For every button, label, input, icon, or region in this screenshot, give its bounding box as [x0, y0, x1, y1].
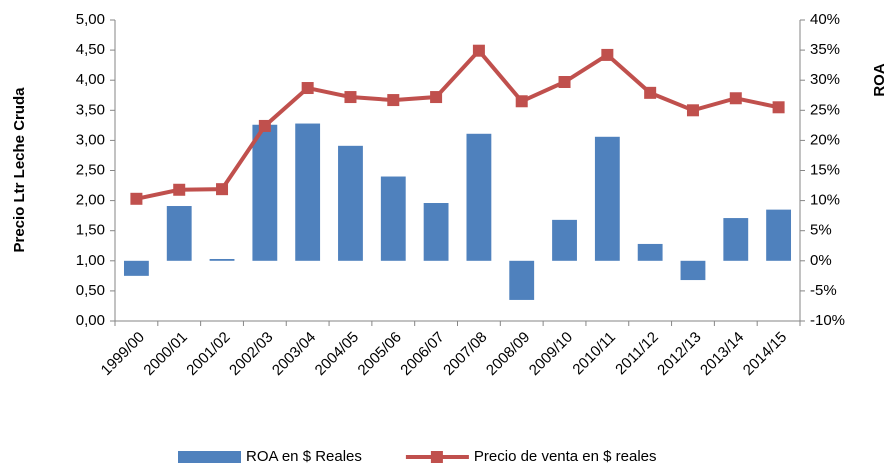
marker — [216, 183, 229, 196]
y-tick-label: 3,50 — [76, 101, 105, 118]
y2-axis-title: ROA — [871, 63, 888, 97]
legend-swatch — [430, 451, 443, 463]
bar — [166, 206, 192, 261]
y2-tick-label: 15% — [810, 161, 840, 178]
bar — [209, 258, 235, 261]
bar — [680, 260, 706, 281]
y2-tick-label: -5% — [810, 282, 837, 299]
y2-tick-label: 25% — [810, 101, 840, 118]
x-tick-label: 2001/02 — [183, 329, 233, 379]
legend-label: Precio de venta en $ reales — [474, 448, 657, 465]
bar — [380, 176, 406, 261]
y-tick-label: 4,00 — [76, 71, 105, 88]
bar — [637, 243, 663, 261]
marker — [686, 104, 699, 117]
bar — [594, 136, 620, 261]
y2-tick-label: -10% — [810, 312, 845, 329]
x-tick-label: 2000/01 — [140, 329, 190, 379]
bar — [466, 133, 492, 261]
bar — [338, 145, 363, 261]
y-tick-label: 4,50 — [76, 41, 105, 58]
marker — [387, 94, 400, 107]
x-tick-label: 2004/05 — [312, 329, 362, 379]
marker — [644, 86, 657, 99]
y-tick-label: 3,00 — [76, 131, 105, 148]
marker — [344, 91, 357, 104]
bar — [123, 260, 149, 276]
bar — [295, 123, 321, 261]
x-tick-label: 2012/13 — [654, 329, 704, 379]
marker — [130, 192, 143, 205]
x-tick-label: 2007/08 — [440, 329, 490, 379]
bar — [723, 218, 749, 261]
y-tick-label: 1,00 — [76, 252, 105, 269]
y-tick-label: 1,50 — [76, 222, 105, 239]
marker — [472, 44, 485, 57]
marker — [430, 91, 443, 104]
y2-tick-label: 40% — [810, 11, 840, 28]
x-tick-label: 2003/04 — [269, 329, 319, 379]
bar — [552, 219, 577, 261]
y-tick-label: 2,50 — [76, 161, 105, 178]
x-tick-label: 2013/14 — [697, 329, 747, 379]
bar — [252, 124, 278, 261]
marker — [729, 92, 742, 105]
marker — [173, 183, 186, 196]
y2-tick-label: 5% — [810, 222, 832, 239]
marker — [258, 119, 271, 132]
y2-tick-label: 30% — [810, 71, 840, 88]
x-tick-label: 1999/00 — [98, 329, 148, 379]
marker — [558, 76, 571, 89]
legend-swatch — [178, 451, 241, 463]
y-axis-title: Precio Ltr Leche Cruda — [11, 87, 28, 253]
bar — [509, 260, 535, 300]
x-tick-label: 2011/12 — [612, 329, 662, 379]
bar — [423, 203, 449, 261]
y-tick-label: 0,00 — [76, 312, 105, 329]
y2-tick-label: 10% — [810, 192, 840, 209]
legend-label: ROA en $ Reales — [246, 448, 362, 465]
marker — [515, 95, 528, 108]
x-tick-label: 2010/11 — [569, 329, 619, 379]
y-tick-label: 2,00 — [76, 192, 105, 209]
marker — [772, 101, 785, 114]
y2-tick-label: 20% — [810, 131, 840, 148]
x-tick-label: 2005/06 — [355, 329, 405, 379]
x-tick-label: 2009/10 — [526, 329, 576, 379]
y2-tick-label: 35% — [810, 41, 840, 58]
y-tick-label: 0,50 — [76, 282, 105, 299]
bar — [766, 209, 792, 261]
x-tick-label: 2002/03 — [226, 329, 276, 379]
x-tick-label: 2014/15 — [740, 329, 790, 379]
x-tick-label: 2006/07 — [397, 329, 447, 379]
line — [135, 47, 780, 201]
x-tick-label: 2008/09 — [483, 329, 533, 379]
y2-tick-label: 0% — [810, 252, 832, 269]
marker — [601, 48, 614, 61]
y-tick-label: 5,00 — [76, 11, 105, 28]
marker — [301, 82, 314, 95]
